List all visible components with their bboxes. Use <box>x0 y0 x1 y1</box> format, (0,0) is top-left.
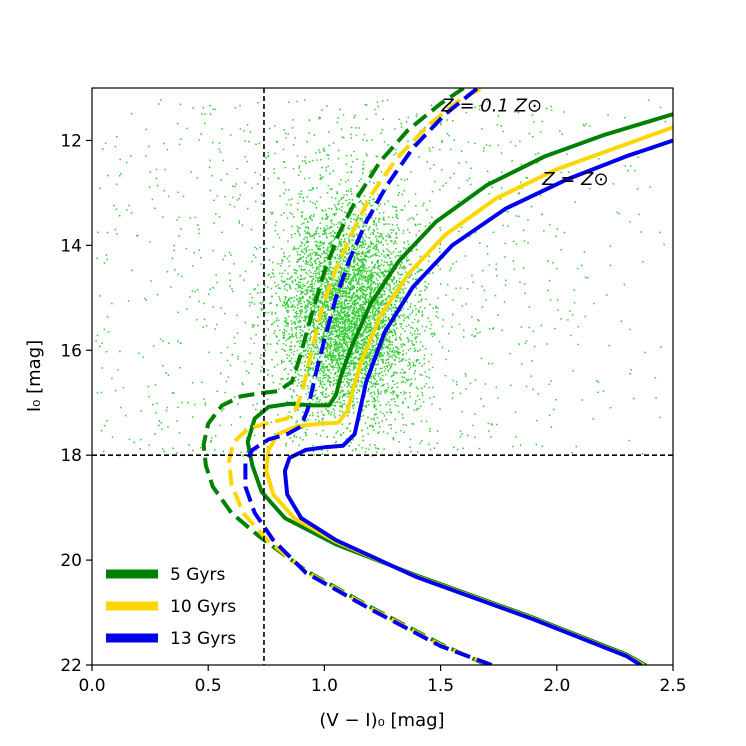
isochrone-10-gyrs-z-0-1-z- <box>227 88 491 665</box>
isochrone-13-gyrs-z-0-1-z- <box>243 88 493 665</box>
isochrone-5-gyrs-z-0-1-z- <box>201 88 488 665</box>
legend-label: 5 Gyrs <box>170 565 225 585</box>
x-tick-label: 2.0 <box>543 676 570 696</box>
isochrone-13-gyrs <box>282 138 673 665</box>
annotations: Z = 0.1 Z⊙ Z = Z⊙ <box>440 96 608 190</box>
star-points <box>95 98 667 457</box>
x-tick-label: 1.5 <box>427 676 454 696</box>
y-tick-label: 14 <box>60 236 82 256</box>
legend: 5 Gyrs 10 Gyrs 13 Gyrs <box>106 565 236 649</box>
axis-ticks: 0.0 0.5 1.0 1.5 2.0 2.5 12 14 16 18 20 22 <box>60 131 686 696</box>
annotation-low-metallicity: Z = 0.1 Z⊙ <box>440 96 542 117</box>
x-tick-label: 1.0 <box>311 676 338 696</box>
y-tick-label: 22 <box>60 656 82 676</box>
plot-frame <box>91 87 674 666</box>
isochrone-layer <box>201 88 673 665</box>
legend-label: 13 Gyrs <box>170 629 236 649</box>
scatter-layer <box>95 98 667 457</box>
y-tick-label: 16 <box>60 341 82 361</box>
legend-label: 10 Gyrs <box>170 597 236 617</box>
x-axis-title: (V − I)₀ [mag] <box>319 710 444 731</box>
y-axis-title: I₀ [mag] <box>24 340 45 412</box>
y-tick-label: 12 <box>60 131 82 151</box>
annotation-solar-metallicity: Z = Z⊙ <box>541 169 608 190</box>
x-tick-label: 0.5 <box>195 676 222 696</box>
y-tick-label: 20 <box>60 551 82 571</box>
x-tick-label: 0.0 <box>78 676 105 696</box>
reference-lines <box>92 88 673 665</box>
x-tick-label: 2.5 <box>659 676 686 696</box>
y-tick-label: 18 <box>60 446 82 466</box>
